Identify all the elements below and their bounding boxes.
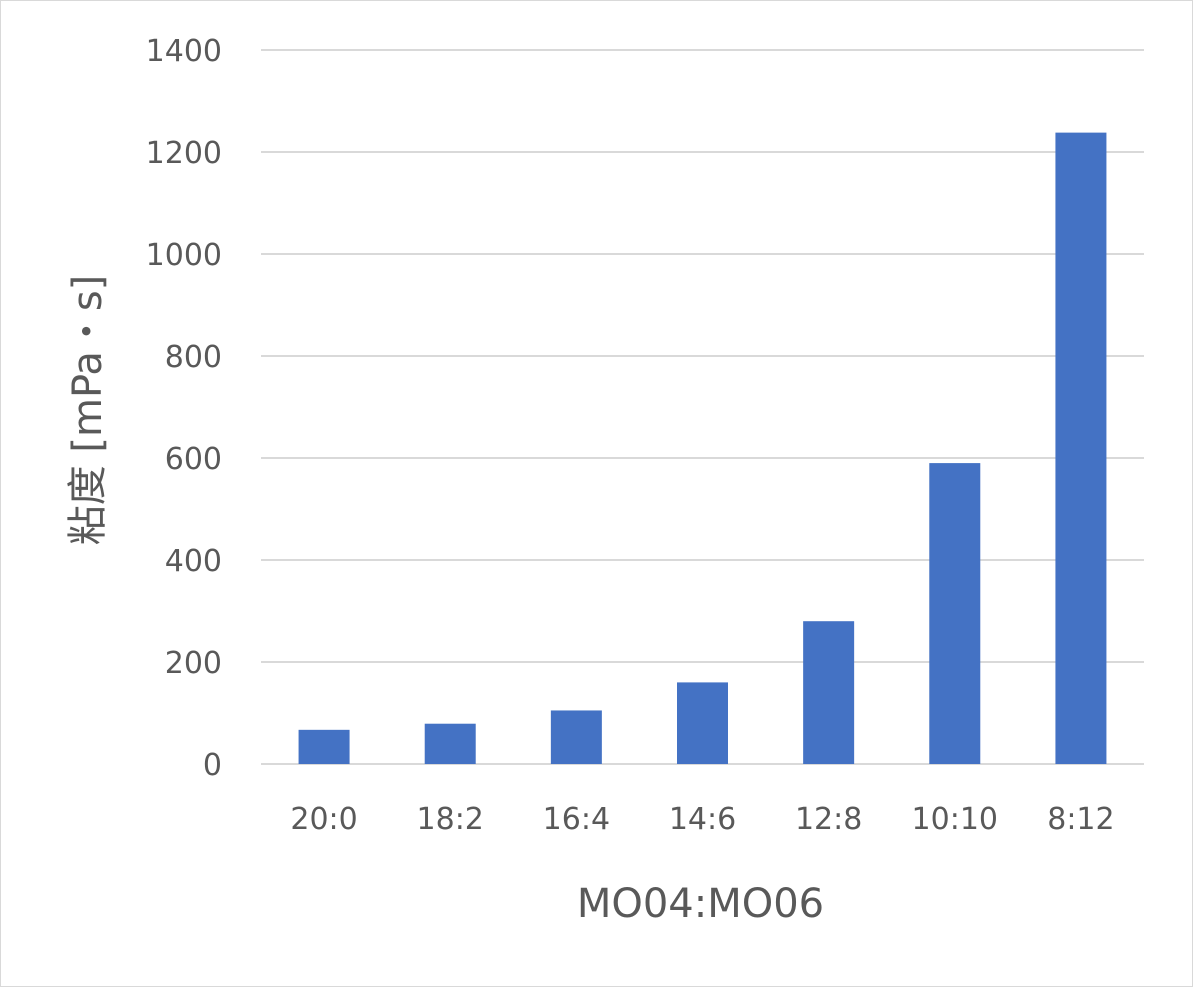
y-tick-label: 1200 — [146, 136, 222, 171]
bars — [298, 132, 1107, 764]
y-tick-label: 600 — [165, 442, 222, 477]
bar — [298, 729, 350, 764]
gridlines — [261, 49, 1144, 765]
x-tick-label: 16:4 — [543, 802, 610, 837]
bar — [677, 682, 728, 764]
bar — [424, 723, 476, 764]
y-tick-label: 800 — [165, 340, 222, 375]
x-tick-label: 14:6 — [669, 802, 736, 837]
y-axis-title: 粘度 [mPa・s] — [65, 275, 111, 546]
x-tick-label: 8:12 — [1047, 802, 1114, 837]
x-tick-label: 18:2 — [417, 802, 484, 837]
y-axis-ticks: 0 200 400 600 800 1000 1200 1400 — [146, 34, 222, 783]
bar — [803, 621, 855, 764]
x-axis-ticks: 20:0 18:2 16:4 14:6 12:8 10:10 8:12 — [290, 802, 1114, 837]
y-tick-label: 1400 — [146, 34, 222, 69]
x-axis-title: MO04:MO06 — [577, 881, 824, 927]
y-tick-label: 0 — [203, 748, 222, 783]
y-tick-label: 200 — [165, 646, 222, 681]
bar — [929, 463, 981, 764]
x-tick-label: 10:10 — [912, 802, 998, 837]
y-tick-label: 400 — [165, 544, 222, 579]
x-tick-label: 12:8 — [795, 802, 862, 837]
bar — [550, 710, 602, 764]
y-tick-label: 1000 — [146, 238, 222, 273]
bar — [1055, 132, 1107, 764]
x-tick-label: 20:0 — [290, 802, 357, 837]
